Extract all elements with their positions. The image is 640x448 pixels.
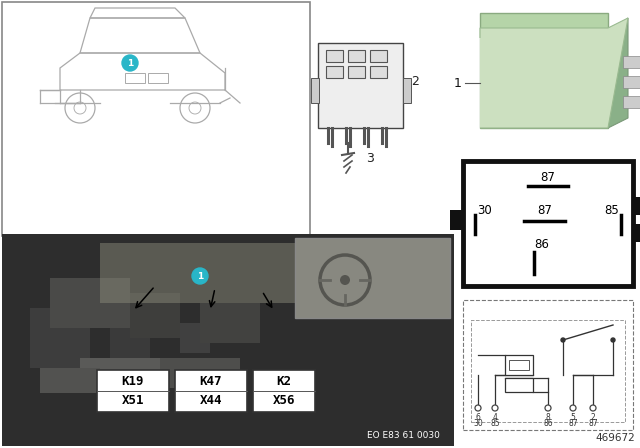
- Text: 87: 87: [537, 204, 552, 217]
- Text: 87: 87: [568, 419, 578, 428]
- Text: 3: 3: [366, 151, 374, 164]
- Bar: [348, 66, 365, 78]
- Polygon shape: [608, 18, 628, 128]
- Circle shape: [475, 405, 481, 411]
- Circle shape: [590, 405, 596, 411]
- Text: 5: 5: [571, 413, 575, 422]
- Bar: [311, 78, 319, 103]
- Circle shape: [570, 405, 576, 411]
- Text: X44: X44: [200, 394, 222, 407]
- Bar: [623, 96, 640, 108]
- Bar: [2, 2, 310, 236]
- Text: 86: 86: [534, 238, 549, 251]
- Bar: [370, 66, 387, 78]
- Text: 30: 30: [477, 204, 492, 217]
- Text: 85: 85: [604, 204, 619, 217]
- Bar: [295, 238, 450, 318]
- Bar: [80, 358, 180, 388]
- Text: 6: 6: [476, 413, 481, 422]
- Text: EO E83 61 0030: EO E83 61 0030: [367, 431, 440, 440]
- Text: K19: K19: [122, 375, 144, 388]
- Text: 4: 4: [493, 413, 497, 422]
- Bar: [471, 320, 625, 422]
- Bar: [130, 293, 180, 338]
- Bar: [623, 56, 640, 68]
- Circle shape: [611, 338, 615, 342]
- Bar: [632, 197, 640, 215]
- Bar: [505, 378, 533, 392]
- Bar: [463, 300, 633, 430]
- Bar: [30, 308, 90, 368]
- Bar: [403, 78, 411, 103]
- Circle shape: [545, 405, 551, 411]
- Bar: [50, 278, 130, 328]
- Text: 1: 1: [127, 59, 133, 68]
- Bar: [370, 50, 387, 62]
- Text: 469672: 469672: [595, 433, 635, 443]
- Bar: [110, 318, 150, 358]
- Bar: [100, 243, 330, 303]
- Polygon shape: [480, 18, 628, 128]
- Circle shape: [340, 275, 350, 285]
- Text: X56: X56: [273, 394, 295, 407]
- Bar: [175, 370, 247, 412]
- Bar: [623, 76, 640, 88]
- Bar: [318, 43, 403, 128]
- Text: 2: 2: [411, 74, 419, 87]
- Circle shape: [192, 268, 208, 284]
- Bar: [505, 355, 533, 375]
- Bar: [40, 368, 100, 393]
- Text: 86: 86: [543, 419, 553, 428]
- Bar: [463, 161, 633, 286]
- Text: 87: 87: [588, 419, 598, 428]
- Circle shape: [122, 55, 138, 71]
- Bar: [160, 358, 240, 388]
- Text: K47: K47: [200, 375, 222, 388]
- Bar: [97, 370, 169, 412]
- Bar: [200, 303, 260, 343]
- Circle shape: [492, 405, 498, 411]
- Bar: [180, 323, 210, 353]
- Text: X51: X51: [122, 394, 144, 407]
- Text: K2: K2: [276, 375, 291, 388]
- Bar: [2, 234, 454, 446]
- Text: 1: 1: [197, 271, 203, 280]
- Bar: [632, 224, 640, 242]
- Circle shape: [561, 338, 565, 342]
- Text: 8: 8: [546, 413, 550, 422]
- Bar: [253, 370, 315, 412]
- Text: 85: 85: [490, 419, 500, 428]
- Text: 2: 2: [591, 413, 595, 422]
- Bar: [326, 66, 343, 78]
- Text: 1: 1: [454, 77, 462, 90]
- Text: 30: 30: [473, 419, 483, 428]
- Bar: [480, 13, 608, 128]
- Bar: [326, 50, 343, 62]
- Bar: [450, 210, 464, 230]
- Bar: [348, 50, 365, 62]
- Text: 87: 87: [541, 171, 556, 184]
- Bar: [509, 360, 529, 370]
